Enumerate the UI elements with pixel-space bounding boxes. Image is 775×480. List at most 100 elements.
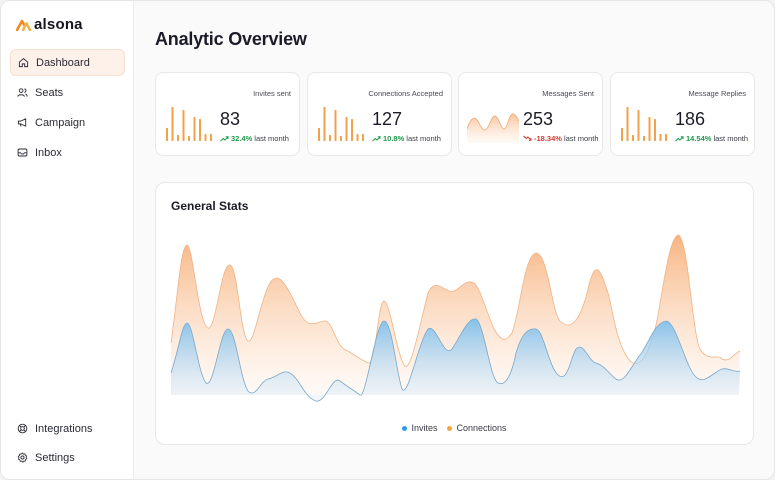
general-stats-panel: General Stats <box>155 182 754 445</box>
spark-bar <box>182 110 185 141</box>
sidebar-item-dashboard[interactable]: Dashboard <box>10 49 125 76</box>
card-title: Messages Sent <box>542 89 594 98</box>
card-invites-sent[interactable]: Invites sent 83 32.4% last month <box>155 72 300 156</box>
card-delta: -18.34% last month <box>523 134 599 143</box>
trend-up-icon <box>372 136 381 142</box>
trend-down-icon <box>523 135 532 141</box>
users-icon <box>17 88 28 97</box>
sidebar-item-label: Dashboard <box>36 56 90 69</box>
spark-bar <box>654 119 656 141</box>
delta-value: -18.34% <box>534 134 562 143</box>
sidebar: alsona Dashboard Seats Campaign Inbox <box>1 1 134 479</box>
card-sparkline-area <box>467 113 519 143</box>
spark-bar <box>648 117 651 141</box>
spark-bar <box>166 128 168 141</box>
card-delta: 10.8% last month <box>372 134 441 143</box>
card-connections-accepted[interactable]: Connections Accepted 127 10.8% last mont… <box>307 72 452 156</box>
sidebar-item-seats[interactable]: Seats <box>10 79 125 106</box>
card-value: 127 <box>372 109 403 129</box>
spark-bar <box>621 128 623 141</box>
spark-bar <box>632 135 634 141</box>
chart-legend: Invites Connections <box>156 423 753 433</box>
sidebar-item-label: Integrations <box>35 422 93 435</box>
legend-label: Invites <box>411 423 438 433</box>
megaphone-icon <box>17 118 27 127</box>
card-messages-sent[interactable]: Messages Sent 253 -18.34% last month <box>458 72 603 156</box>
card-value: 83 <box>220 109 241 129</box>
spark-bar <box>665 134 667 141</box>
card-value: 186 <box>675 109 706 129</box>
general-stats-chart[interactable] <box>156 183 755 418</box>
legend-item-connections[interactable]: Connections <box>447 423 507 433</box>
legend-dot-invites <box>402 425 408 431</box>
card-sparkline-bars <box>166 107 212 141</box>
delta-value: 10.8% <box>383 134 405 143</box>
legend-dot-connections <box>447 425 453 431</box>
sidebar-item-label: Settings <box>35 451 75 464</box>
delta-value: 32.4% <box>231 134 253 143</box>
spark-bar <box>626 107 629 141</box>
spark-bar <box>318 128 320 141</box>
spark-bar <box>171 107 174 141</box>
spark-bar <box>199 119 201 141</box>
spark-bar <box>659 134 662 141</box>
trend-up-icon <box>675 136 684 142</box>
spark-bar <box>329 135 331 141</box>
general-stats-title: General Stats <box>171 199 249 213</box>
card-title: Message Replies <box>688 89 746 98</box>
legend-label: Connections <box>456 423 507 433</box>
sidebar-item-settings[interactable]: Settings <box>10 444 125 471</box>
spark-bar <box>356 134 359 141</box>
spark-bar <box>340 136 342 141</box>
card-sparkline-bars <box>621 107 667 141</box>
delta-suffix: last month <box>254 134 289 143</box>
spark-bar <box>334 110 337 141</box>
card-title: Connections Accepted <box>368 89 443 98</box>
spark-bar <box>188 136 190 141</box>
delta-suffix: last month <box>563 134 599 143</box>
sidebar-item-campaign[interactable]: Campaign <box>10 109 125 136</box>
spark-bar <box>177 135 179 141</box>
page-title: Analytic Overview <box>155 29 307 49</box>
spark-bar <box>210 134 212 141</box>
spark-bar <box>193 117 196 141</box>
spark-area <box>467 113 519 143</box>
spark-bar <box>204 134 207 141</box>
lifebuoy-icon <box>17 423 28 434</box>
sidebar-item-inbox[interactable]: Inbox <box>10 139 125 166</box>
spark-bar <box>643 136 645 141</box>
spark-bar <box>362 134 364 141</box>
card-delta: 32.4% last month <box>220 134 289 143</box>
delta-suffix: last month <box>406 134 441 143</box>
sidebar-nav: Dashboard Seats Campaign Inbox <box>10 49 125 169</box>
spark-bar <box>351 119 353 141</box>
sidebar-item-integrations[interactable]: Integrations <box>10 415 125 442</box>
sidebar-bottom-nav: Integrations Settings <box>10 415 125 473</box>
trend-up-icon <box>220 136 229 142</box>
sidebar-item-label: Seats <box>35 86 64 99</box>
sidebar-item-label: Campaign <box>35 116 86 129</box>
connections-area <box>171 235 740 395</box>
spark-line <box>467 113 519 131</box>
invites-area <box>171 318 740 402</box>
gear-icon <box>17 452 28 463</box>
spark-bar <box>323 107 326 141</box>
spark-bar <box>345 117 348 141</box>
card-sparkline-bars <box>318 107 364 141</box>
sidebar-item-label: Inbox <box>35 146 62 159</box>
brand-name: alsona <box>34 16 83 33</box>
invites-line <box>170 318 741 402</box>
card-title: Invites sent <box>253 89 291 98</box>
card-delta: 14.54% last month <box>675 134 748 143</box>
legend-item-invites[interactable]: Invites <box>402 423 437 433</box>
inbox-icon <box>17 148 28 157</box>
card-message-replies[interactable]: Message Replies 186 14.54% last month <box>610 72 755 156</box>
brand-logo[interactable]: alsona <box>16 16 83 33</box>
spark-bar <box>637 110 640 141</box>
delta-value: 14.54% <box>686 134 712 143</box>
card-value: 253 <box>523 109 554 129</box>
alsona-logo-icon <box>16 19 32 31</box>
delta-suffix: last month <box>713 134 749 143</box>
home-icon <box>18 58 29 68</box>
